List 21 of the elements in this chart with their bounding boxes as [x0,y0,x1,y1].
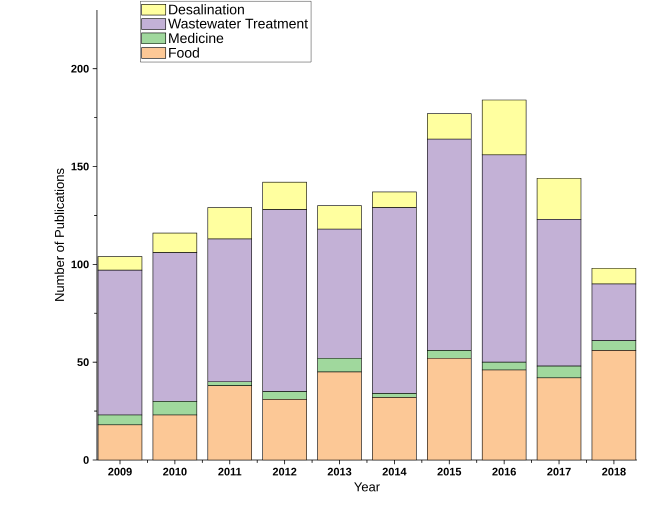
x-tick-label: 2010 [163,468,187,476]
y-tick-label: 50 [77,358,89,366]
x-tick-label: 2009 [108,468,132,476]
x-tick-label: 2013 [328,468,352,476]
x-tick-label: 2014 [382,468,407,476]
y-tick-label: 100 [72,260,89,268]
x-tick-label: 2017 [547,468,571,476]
y-axis-title: Number of Publications [54,168,64,301]
legend-label: Medicine [169,32,224,44]
x-tick-label: 2012 [272,468,296,476]
legend-label: Wastewater Treatment [168,18,308,29]
x-tick-label: 2015 [437,468,462,476]
legend-label: Desalination [169,4,244,14]
y-tick-label: 0 [84,456,89,464]
x-tick-label: 2016 [492,468,516,476]
x-tick-label: 2011 [218,468,242,476]
x-axis-title: Year [354,482,380,492]
legend-label: Food [169,47,199,58]
x-tick-label: 2018 [602,468,626,476]
y-tick-label: 150 [72,162,89,170]
y-tick-label: 200 [71,64,89,73]
